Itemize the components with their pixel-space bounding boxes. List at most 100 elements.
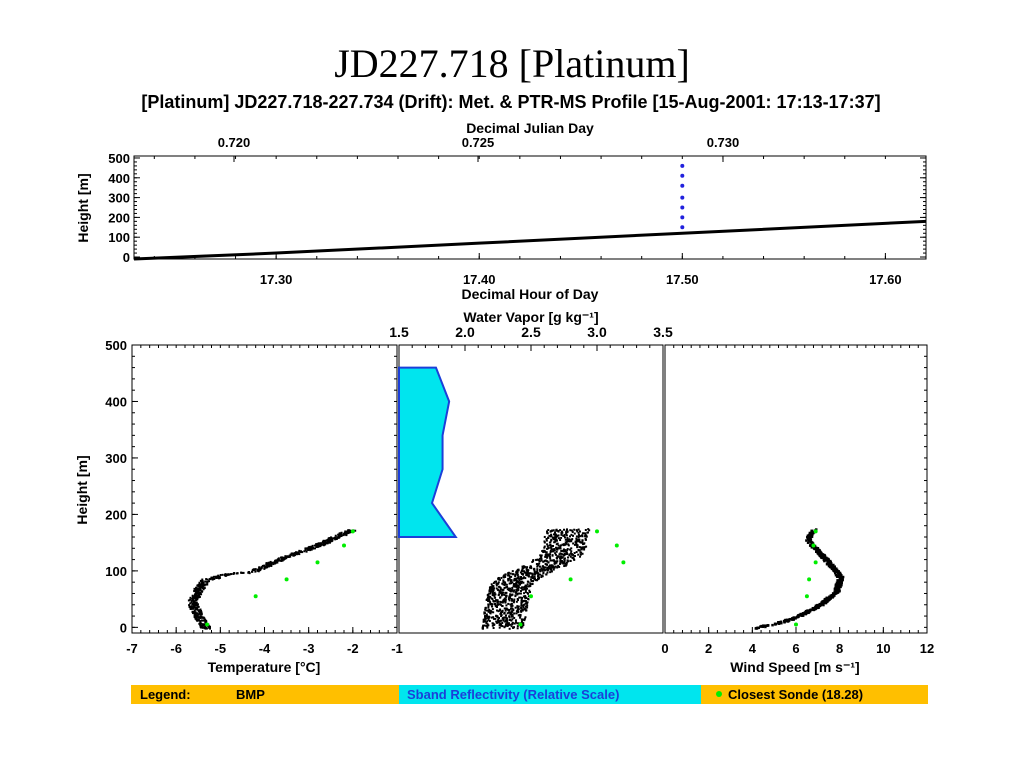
data-point [543, 546, 546, 549]
data-point [319, 545, 322, 548]
data-point [586, 531, 589, 534]
data-point [326, 541, 329, 544]
data-point [504, 592, 507, 595]
data-point [836, 570, 840, 573]
data-point [565, 551, 568, 554]
data-point [309, 549, 312, 552]
x2-axis-label: Decimal Julian Day [466, 120, 594, 136]
data-point [549, 557, 552, 560]
data-point [520, 569, 523, 572]
data-point [505, 619, 508, 622]
data-point [230, 573, 233, 576]
data-point [280, 559, 283, 562]
data-point [489, 590, 492, 593]
data-point [502, 616, 505, 619]
data-point [515, 577, 518, 580]
data-point [345, 530, 348, 533]
data-point [542, 568, 545, 571]
x-axis-label: Temperature [°C] [208, 659, 321, 675]
data-point [563, 550, 566, 553]
data-point [500, 576, 503, 579]
data-point [545, 539, 548, 542]
data-point [487, 593, 490, 596]
data-point [260, 566, 263, 569]
data-point [511, 623, 514, 626]
data-point [835, 589, 839, 592]
data-point [192, 596, 195, 599]
data-point [786, 618, 789, 622]
data-point [257, 569, 260, 572]
data-point [553, 541, 556, 544]
data-point [568, 540, 571, 543]
data-point [546, 560, 549, 563]
data-point [201, 623, 204, 626]
data-point [484, 606, 487, 609]
data-point [566, 559, 569, 562]
data-point [490, 597, 493, 600]
data-point [542, 560, 545, 563]
data-point [204, 580, 207, 583]
data-point [517, 608, 520, 611]
data-point [530, 567, 533, 570]
wind-speed-chart: 0 2 4 6 8 10 12 Wind Speed [m s⁻¹] [661, 344, 934, 675]
data-point [557, 544, 560, 547]
data-point [557, 534, 560, 537]
data-point [314, 547, 317, 550]
data-point [512, 626, 515, 629]
data-point [496, 599, 499, 602]
data-point [509, 572, 512, 575]
data-point [485, 615, 488, 618]
data-point [195, 604, 198, 607]
data-point [499, 624, 502, 627]
data-point [542, 549, 545, 552]
data-point [317, 543, 320, 546]
data-point [778, 621, 782, 624]
data-point [826, 597, 829, 600]
data-point [521, 588, 524, 591]
data-point [522, 588, 525, 591]
data-point [496, 601, 499, 604]
data-point [502, 576, 505, 579]
data-point [267, 561, 270, 564]
data-point [513, 622, 516, 625]
data-point [570, 539, 573, 542]
data-point [267, 565, 270, 568]
data-point [568, 538, 571, 541]
data-point [809, 540, 813, 544]
data-point [584, 528, 587, 531]
data-point [507, 587, 510, 590]
data-point [516, 599, 519, 602]
data-point [493, 600, 496, 603]
data-point [481, 626, 484, 629]
data-point [265, 565, 268, 568]
data-point [496, 615, 499, 618]
data-point [520, 603, 523, 606]
data-point [552, 559, 555, 562]
data-point [823, 553, 826, 557]
data-point [536, 569, 539, 572]
data-point [524, 584, 527, 587]
data-point [585, 535, 588, 538]
data-point [519, 615, 522, 618]
data-point [338, 536, 341, 539]
data-point [530, 579, 533, 582]
data-point [536, 572, 539, 575]
data-point [578, 539, 581, 542]
data-point [538, 568, 541, 571]
data-point [833, 590, 836, 593]
data-point [826, 561, 830, 565]
data-point [796, 615, 799, 619]
data-point [566, 539, 569, 542]
data-point [799, 612, 803, 616]
data-point [579, 535, 582, 538]
data-point [489, 603, 492, 606]
data-point [214, 575, 217, 578]
data-point [495, 587, 498, 590]
figure-title: [Platinum] JD227.718-227.734 (Drift): Me… [141, 92, 880, 112]
data-point [503, 586, 506, 589]
data-point [194, 611, 197, 614]
data-point [511, 599, 514, 602]
data-point [551, 554, 554, 557]
data-point [580, 541, 583, 544]
data-point [202, 583, 205, 586]
